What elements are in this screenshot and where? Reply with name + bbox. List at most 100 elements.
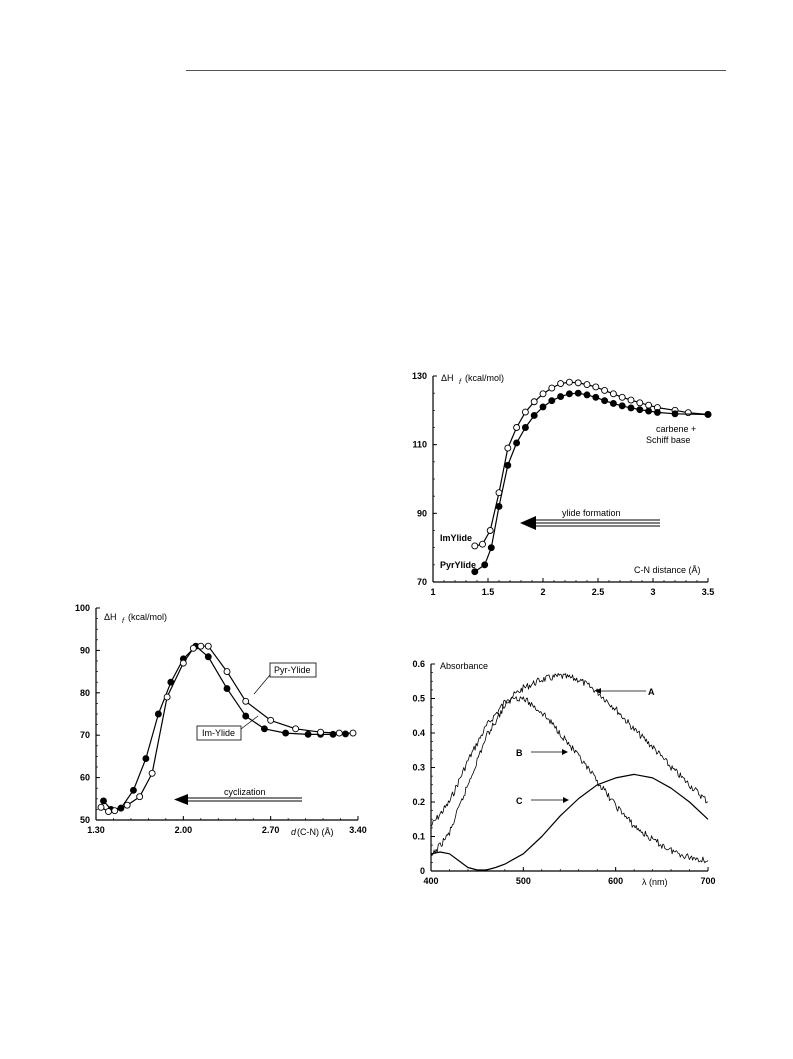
- c1-series-line-imylide: [474, 381, 709, 547]
- c2-x-tick-label: 3.40: [349, 825, 367, 835]
- c2-y-tick-label: 100: [75, 603, 90, 613]
- c1-point-imylide: [565, 378, 573, 386]
- c1-point-pyrylide: [487, 544, 495, 552]
- c1-point-pyrylide: [471, 568, 479, 576]
- c1-point-pyrylide: [481, 561, 489, 569]
- c2-point-im-ylide: [105, 808, 112, 815]
- c2-point-im-ylide: [335, 729, 343, 737]
- c1-x-tick-label: 1.5: [482, 587, 495, 597]
- c2-x-tick-label: 2.00: [175, 825, 193, 835]
- c1-point-pyrylide: [513, 439, 521, 447]
- c1-point-pyrylide: [592, 393, 600, 401]
- c2-y-tick-label: 50: [80, 815, 90, 825]
- c1-point-imylide: [645, 401, 653, 409]
- c2-im-label-box: [196, 715, 259, 741]
- c2-point-pyr-ylide: [342, 730, 349, 738]
- c1-x-tick-label: 3: [650, 587, 655, 597]
- c2-point-im-ylide: [349, 729, 357, 737]
- c3-y-tick-label: 0.3: [412, 763, 425, 773]
- c1-point-imylide: [530, 398, 538, 406]
- c1-point-pyrylide: [671, 410, 679, 418]
- c1-ylabel-sub: f: [459, 379, 462, 386]
- c3-series-line-c: [430, 773, 709, 871]
- c3-y-tick-label: 0.4: [412, 728, 425, 738]
- c2-point-im-ylide: [197, 642, 205, 650]
- c2-im-label: Im-Ylide: [202, 728, 235, 738]
- c1-point-pyrylide: [530, 412, 538, 419]
- c1-point-pyrylide: [495, 503, 503, 510]
- c2-point-pyr-ylide: [167, 678, 175, 686]
- c3-x-tick-label: 500: [516, 876, 531, 886]
- c2-point-pyr-ylide: [107, 805, 115, 813]
- c1-point-pyrylide: [636, 406, 644, 414]
- c2-ylabel-prefix: ΔH: [104, 612, 117, 622]
- c1-point-pyrylide: [627, 404, 635, 412]
- c1-annotation-carbene: carbene +: [656, 424, 696, 434]
- c2-point-pyr-ylide: [179, 655, 187, 663]
- c1-point-imylide: [601, 386, 609, 394]
- c1-point-pyrylide: [548, 397, 556, 405]
- c3-x-tick-label: 600: [608, 876, 623, 886]
- c2-ylabel-unit: (kcal/mol): [128, 612, 167, 622]
- c3-series-label-b: B: [516, 748, 523, 758]
- c2-x-tick-label: 2.70: [262, 825, 280, 835]
- c3-pointer-b: [531, 749, 568, 755]
- c1-y-tick-label: 70: [417, 577, 427, 587]
- c1-x-tick-label: 2: [540, 587, 545, 597]
- c3-pointer-c: [531, 797, 569, 803]
- c1-point-imylide: [684, 409, 692, 417]
- c3-y-tick-label: 0: [420, 866, 425, 876]
- c2-y-tick-label: 90: [80, 645, 90, 655]
- c1-point-imylide: [471, 542, 479, 550]
- c3-x-tick-label: 700: [700, 876, 715, 886]
- c2-point-im-ylide: [223, 668, 231, 676]
- c2-point-pyr-ylide: [304, 730, 312, 738]
- c2-point-im-ylide: [163, 693, 171, 701]
- c1-point-imylide: [548, 384, 556, 392]
- c2-point-pyr-ylide: [317, 730, 325, 738]
- c2-y-tick-label: 80: [80, 688, 90, 698]
- c3-series-line-a: [430, 673, 709, 827]
- c1-point-pyrylide: [504, 461, 512, 469]
- c2-y-tick-label: 70: [80, 730, 90, 740]
- c1-point-imylide: [504, 444, 512, 452]
- c2-point-pyr-ylide: [129, 786, 137, 794]
- c2-cyclization-arrow: [174, 794, 302, 805]
- c2-point-im-ylide: [179, 659, 187, 667]
- header-rule: [186, 70, 726, 71]
- c2-point-pyr-ylide: [100, 797, 107, 805]
- c2-point-pyr-ylide: [242, 712, 250, 720]
- c1-ylide-arrow: [520, 516, 660, 530]
- c1-y-tick-label: 130: [412, 371, 427, 381]
- c2-point-im-ylide: [204, 642, 212, 650]
- c2-point-pyr-ylide: [223, 685, 231, 693]
- c2-point-pyr-ylide: [192, 642, 200, 650]
- c1-point-imylide: [495, 489, 503, 497]
- c3-ylabel: Absorbance: [440, 661, 488, 671]
- c2-point-im-ylide: [148, 769, 156, 777]
- c1-series-label-im: ImYlide: [440, 533, 472, 543]
- c1-point-pyrylide: [557, 393, 565, 401]
- c1-point-imylide: [557, 380, 565, 388]
- c1-point-pyrylide: [601, 397, 609, 405]
- c3-x-tick-label: 400: [423, 876, 438, 886]
- c2-point-im-ylide: [123, 801, 131, 809]
- c3-y-tick-label: 0.6: [412, 659, 425, 669]
- c1-point-imylide: [486, 527, 494, 534]
- c1-point-imylide: [479, 540, 486, 548]
- c1-point-pyrylide: [574, 389, 582, 397]
- c3-y-tick-label: 0.1: [412, 832, 425, 842]
- c1-point-imylide: [574, 379, 582, 387]
- c1-x-tick-label: 3.5: [702, 587, 715, 597]
- c2-point-im-ylide: [242, 697, 250, 705]
- c1-point-pyrylide: [609, 400, 617, 407]
- c1-ylabel-unit: (kcal/mol): [465, 373, 504, 383]
- c3-series-label-c: C: [516, 796, 523, 806]
- c2-point-pyr-ylide: [260, 725, 268, 733]
- c2-point-im-ylide: [136, 793, 144, 801]
- c2-point-pyr-ylide: [204, 653, 212, 661]
- c2-series-line-im-ylide: [100, 645, 353, 813]
- c1-point-imylide: [704, 411, 712, 418]
